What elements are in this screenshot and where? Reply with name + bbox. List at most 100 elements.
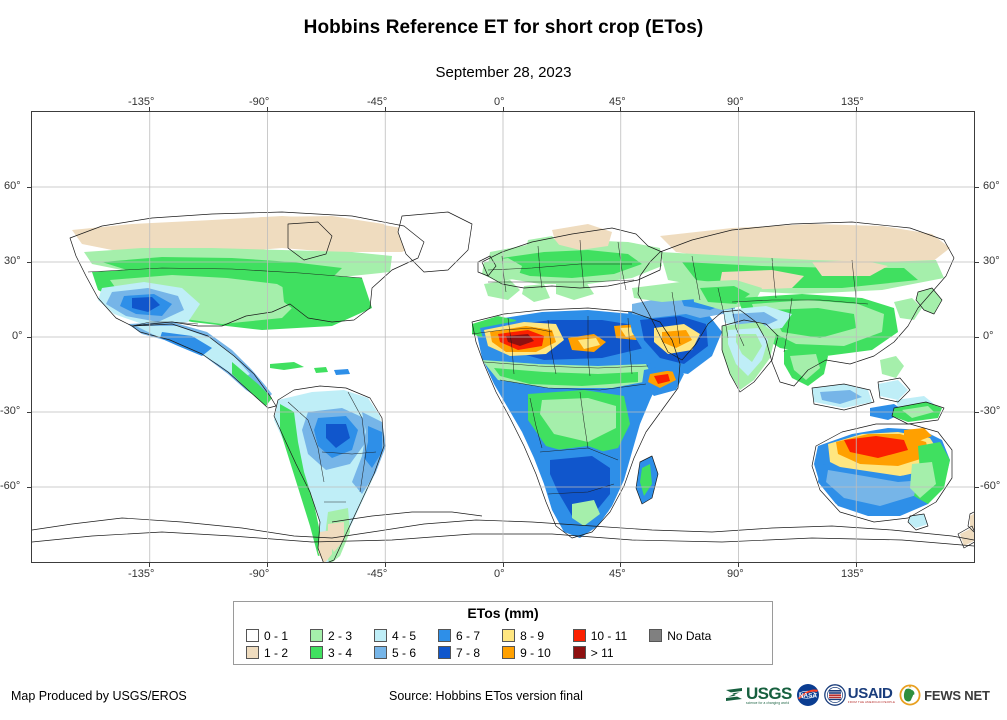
- x-tick: [267, 562, 268, 567]
- x-axis-tick-label-bottom: 45°: [609, 568, 626, 580]
- footer-producer: Map Produced by USGS/EROS: [11, 689, 187, 703]
- legend-swatch: [246, 629, 259, 642]
- legend-swatch: [310, 646, 324, 659]
- x-axis-tick-label-top: -135°: [128, 96, 155, 108]
- x-tick: [503, 562, 504, 567]
- legend-item: 2 - 3: [310, 627, 352, 644]
- x-tick: [385, 562, 386, 567]
- map-legend: ETos (mm) 0 - 1 1 - 2 2 - 3 3 - 4 4 - 5 5 - 6…: [233, 601, 773, 665]
- page-subtitle: September 28, 2023: [435, 64, 572, 81]
- legend-item: 10 - 11: [572, 627, 628, 644]
- y-tick: [974, 187, 979, 188]
- legend-item: 7 - 8: [438, 644, 480, 661]
- x-axis-tick-label-top: 135°: [841, 96, 864, 108]
- usgs-logo-text: USGS: [746, 683, 792, 703]
- legend-swatch: [572, 629, 586, 642]
- nasa-meatball-icon: NASA: [796, 684, 819, 706]
- legend-swatch: [438, 646, 452, 659]
- usaid-logo[interactable]: USAID FROM THE AMERICAN PEOPLE: [823, 682, 896, 708]
- y-axis-tick-label-left: -30°: [0, 405, 21, 417]
- x-tick: [856, 107, 857, 112]
- landmass-south-america: [274, 390, 386, 562]
- landmass-africa: [472, 310, 684, 538]
- usgs-logo-tagline: science for a changing world: [746, 700, 790, 705]
- y-tick: [27, 412, 32, 413]
- partner-logos: USGS science for a changing world NASA U…: [724, 681, 990, 709]
- legend-swatch: [374, 629, 388, 642]
- legend-label: 0 - 1: [264, 628, 289, 643]
- x-tick: [267, 107, 268, 112]
- y-tick: [974, 412, 979, 413]
- world-map-raster: [32, 112, 974, 562]
- x-tick: [738, 562, 739, 567]
- x-axis-tick-label-bottom: 0°: [494, 568, 505, 580]
- legend-label: 8 - 9: [520, 628, 545, 643]
- x-axis-tick-label-bottom: -90°: [249, 568, 270, 580]
- x-axis-tick-label-bottom: -45°: [367, 568, 388, 580]
- y-axis-tick-label-left: -60°: [0, 480, 21, 492]
- footer-source: Source: Hobbins ETos version final: [389, 689, 583, 703]
- x-axis-tick-label-top: -45°: [367, 96, 388, 108]
- y-tick: [27, 487, 32, 488]
- legend-item: 0 - 1: [246, 627, 288, 644]
- usaid-logo-text: USAID: [847, 685, 893, 702]
- legend-label: No Data: [667, 628, 712, 643]
- legend-item: 1 - 2: [246, 644, 288, 661]
- legend-label: 2 - 3: [328, 628, 353, 643]
- legend-item: No Data: [649, 627, 711, 644]
- legend-swatch: [572, 646, 586, 659]
- usgs-logo[interactable]: USGS science for a changing world: [724, 682, 792, 708]
- legend-swatch: [374, 646, 388, 659]
- y-tick: [974, 337, 979, 338]
- legend-item: 8 - 9: [502, 627, 551, 644]
- legend-swatch: [438, 629, 452, 642]
- world-map-panel[interactable]: [27, 107, 979, 567]
- legend-items: 0 - 1 1 - 2 2 - 3 3 - 4 4 - 5 5 - 6 6 - 7 7 - 8…: [246, 627, 711, 661]
- x-axis-tick-label-top: 45°: [609, 96, 626, 108]
- legend-label: > 11: [590, 645, 614, 660]
- legend-label: 9 - 10: [520, 645, 551, 660]
- legend-swatch: [246, 646, 259, 659]
- y-tick: [27, 187, 32, 188]
- legend-swatch: [649, 629, 663, 642]
- legend-label: 1 - 2: [264, 645, 289, 660]
- legend-label: 6 - 7: [456, 628, 481, 643]
- legend-item: 4 - 5: [374, 627, 416, 644]
- nasa-logo[interactable]: NASA: [796, 683, 820, 707]
- fews-net-logo[interactable]: FEWS NET: [899, 682, 990, 708]
- legend-label: 10 - 11: [590, 628, 628, 643]
- x-tick: [620, 107, 621, 112]
- y-axis-tick-label-right: 0°: [983, 330, 994, 342]
- x-tick: [149, 107, 150, 112]
- coastlines: [32, 211, 974, 562]
- landmass-caribbean: [270, 362, 350, 375]
- y-axis-tick-label-right: -60°: [980, 480, 1001, 492]
- legend-label: 5 - 6: [392, 645, 417, 660]
- x-tick: [149, 562, 150, 567]
- page-title: Hobbins Reference ET for short crop (ETo…: [303, 17, 704, 38]
- x-axis-tick-label-bottom: 90°: [727, 568, 744, 580]
- usgs-wave-icon: [726, 688, 742, 701]
- fews-net-logo-text: FEWS NET: [924, 687, 990, 703]
- x-axis-tick-label-top: -90°: [249, 96, 270, 108]
- x-tick: [738, 107, 739, 112]
- legend-item: > 11: [572, 644, 627, 661]
- legend-item: 5 - 6: [374, 644, 416, 661]
- graticule: [32, 112, 974, 562]
- y-tick: [27, 262, 32, 263]
- x-tick: [503, 107, 504, 112]
- x-tick: [385, 107, 386, 112]
- y-tick: [974, 487, 979, 488]
- y-tick: [974, 262, 979, 263]
- legend-item: 6 - 7: [438, 627, 480, 644]
- usaid-seal-icon: [823, 684, 846, 706]
- x-axis-tick-label-top: 0°: [494, 96, 505, 108]
- fews-globe-icon: [899, 684, 921, 706]
- y-axis-tick-label-right: 60°: [983, 180, 1000, 192]
- legend-swatch: [502, 629, 516, 642]
- legend-label: 4 - 5: [392, 628, 417, 643]
- y-axis-tick-label-left: 30°: [4, 255, 21, 267]
- x-axis-tick-label-bottom: -135°: [128, 568, 155, 580]
- legend-swatch: [310, 629, 324, 642]
- usaid-logo-tagline: FROM THE AMERICAN PEOPLE: [847, 700, 896, 704]
